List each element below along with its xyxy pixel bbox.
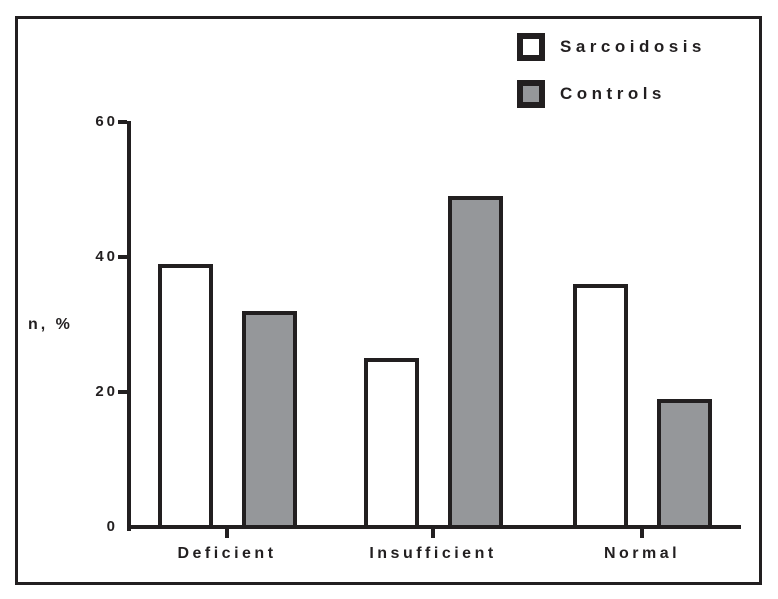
legend-item-sarcoidosis: Sarcoidosis bbox=[517, 33, 706, 61]
legend-swatch-controls bbox=[517, 80, 545, 108]
x-axis-label-normal: Normal bbox=[603, 545, 681, 562]
y-axis-title: n, % bbox=[28, 316, 73, 333]
x-axis-label-deficient: Deficient bbox=[177, 545, 277, 562]
y-axis bbox=[127, 121, 131, 531]
x-tick-deficient bbox=[225, 529, 229, 538]
bar-controls-insufficient bbox=[447, 196, 503, 529]
legend-swatch-sarcoidosis bbox=[517, 33, 545, 61]
bar-sarcoidosis-insufficient bbox=[363, 358, 419, 529]
y-tick-20 bbox=[118, 390, 127, 394]
bar-sarcoidosis-deficient bbox=[157, 263, 213, 529]
legend-label-sarcoidosis: Sarcoidosis bbox=[560, 37, 706, 56]
y-tick-40 bbox=[118, 255, 127, 259]
y-tick-label-0: 0 bbox=[106, 518, 118, 535]
y-tick-label-20: 20 bbox=[95, 383, 118, 400]
legend-label-controls: Controls bbox=[560, 84, 666, 103]
bar-sarcoidosis-normal bbox=[572, 284, 628, 529]
x-tick-insufficient bbox=[431, 529, 435, 538]
y-tick-label-60: 60 bbox=[95, 113, 118, 130]
y-tick-60 bbox=[118, 120, 127, 124]
legend: Sarcoidosis Controls bbox=[517, 33, 706, 127]
legend-item-controls: Controls bbox=[517, 80, 706, 108]
y-tick-label-40: 40 bbox=[95, 248, 118, 265]
bar-controls-normal bbox=[656, 398, 712, 529]
x-axis-label-insufficient: Insufficient bbox=[369, 545, 497, 562]
x-tick-normal bbox=[640, 529, 644, 538]
bar-controls-deficient bbox=[241, 311, 297, 529]
x-axis bbox=[127, 525, 741, 529]
